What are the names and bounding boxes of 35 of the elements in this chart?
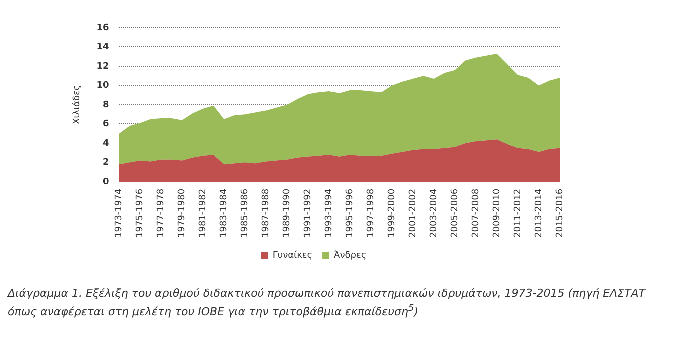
y-tick-label: 6 bbox=[103, 120, 110, 130]
x-tick-label: 1997-1998 bbox=[366, 188, 376, 238]
y-axis-title: Χιλιάδες bbox=[72, 85, 83, 125]
x-tick-label: 2009-2010 bbox=[492, 188, 502, 238]
x-tick-label: 2013-2014 bbox=[534, 188, 544, 238]
text: Διάγραμμα 1. Εξέλιξη του αριθμού διδακτικού προσωπικού πανεπιστημιακών ιδρυμάτων, 1973-2015 (πηγή ΕΛΣΤΑΤ όπως αναφέρεται στη μελέτη του ΙΟΒΕ για την τριτοβάθμια εκπαίδευση$^{5}$) bbox=[8, 286, 648, 320]
x-tick-label: 2001-2002 bbox=[408, 188, 418, 238]
x-tick-label: 1989-1990 bbox=[282, 188, 293, 238]
y-tick-label: 8 bbox=[103, 100, 110, 110]
x-tick-label: 2015-2016 bbox=[555, 188, 566, 238]
x-tick-label: 2005-2006 bbox=[450, 188, 460, 238]
y-tick-label: 0 bbox=[103, 177, 110, 188]
x-tick-label: 1987-1988 bbox=[262, 188, 272, 238]
x-tick-label: 1985-1986 bbox=[240, 188, 251, 238]
x-tick-label: 1995-1996 bbox=[346, 188, 356, 238]
x-tick-label: 1981-1982 bbox=[198, 188, 209, 238]
y-tick-label: 10 bbox=[96, 81, 110, 92]
legend-label: Άνδρες bbox=[334, 250, 367, 261]
x-tick-label: 2011-2012 bbox=[513, 188, 524, 238]
x-tick-label: 1993-1994 bbox=[324, 188, 335, 238]
legend-label: Γυναίκες bbox=[272, 250, 313, 261]
x-tick-label: 2003-2004 bbox=[429, 188, 440, 238]
x-tick-label: 1983-1984 bbox=[220, 188, 230, 238]
x-tick-label: 1977-1978 bbox=[156, 188, 167, 238]
y-tick-label: 14 bbox=[96, 42, 110, 53]
y-tick-label: 16 bbox=[96, 23, 110, 34]
y-tick-label: 2 bbox=[103, 158, 110, 168]
y-tick-label: 4 bbox=[103, 138, 110, 149]
y-tick-label: 12 bbox=[96, 62, 110, 72]
x-tick-label: 2007-2008 bbox=[471, 188, 482, 238]
x-tick-label: 1979-1980 bbox=[178, 188, 188, 238]
x-tick-label: 1973-1974 bbox=[114, 188, 125, 238]
x-tick-label: 1991-1992 bbox=[304, 188, 314, 238]
x-tick-label: 1975-1976 bbox=[136, 188, 146, 238]
x-tick-label: 1999-2000 bbox=[387, 188, 398, 238]
